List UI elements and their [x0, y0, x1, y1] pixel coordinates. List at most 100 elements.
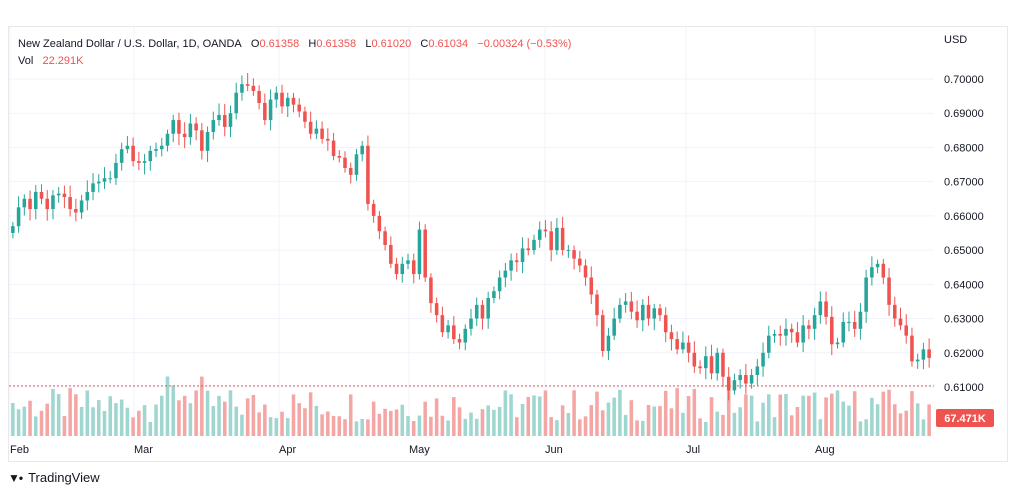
candle-body: [85, 191, 90, 201]
candle-body: [417, 229, 422, 275]
candle-body: [767, 335, 771, 353]
volume-bar: [893, 404, 897, 436]
candle-body: [812, 315, 817, 329]
volume-bar: [572, 390, 576, 436]
candle-body: [452, 325, 456, 340]
candle-body: [119, 149, 124, 163]
volume-bar: [28, 400, 32, 436]
volume-bar: [921, 419, 926, 436]
candle-body: [320, 128, 324, 139]
candle-body: [824, 301, 828, 317]
candle-body: [772, 333, 777, 336]
time-axis[interactable]: Feb Mar Apr May Jun Jul Aug: [10, 444, 835, 456]
volume-bar: [669, 408, 674, 436]
volume-bar: [852, 391, 857, 436]
volume-bar: [91, 407, 95, 436]
candle-body: [497, 277, 502, 292]
candle-body: [234, 92, 238, 114]
candle-body: [761, 352, 765, 367]
chart-legend: New Zealand Dollar / U.S. Dollar, 1D, OA…: [18, 36, 571, 70]
candle-body: [406, 260, 410, 264]
candle-body: [738, 375, 742, 381]
candle-body: [600, 315, 605, 352]
volume-bar: [772, 417, 777, 436]
candle-body: [486, 298, 490, 319]
candle-body: [159, 145, 164, 150]
volume-bar: [182, 395, 187, 436]
candle-body: [308, 121, 313, 134]
candle-body: [566, 250, 571, 252]
candle-body: [45, 198, 49, 210]
volume-bar: [646, 405, 651, 436]
candle-body: [480, 304, 485, 319]
candle-body: [314, 128, 319, 134]
volume-bar: [102, 411, 107, 436]
volume-bar: [595, 391, 599, 436]
volume-bar: [858, 421, 863, 436]
candle-body: [881, 263, 886, 278]
volume-bar: [721, 414, 725, 436]
candle-body: [165, 133, 170, 146]
tradingview-branding[interactable]: ▼• TradingView: [8, 470, 100, 485]
volume-bar: [543, 390, 548, 436]
volume-bar: [904, 410, 909, 436]
candle-body: [217, 114, 221, 121]
candle-body: [245, 84, 250, 86]
volume-bar: [503, 390, 508, 436]
volume-bar: [469, 412, 473, 436]
candle-body: [268, 99, 273, 121]
price-axis[interactable]: 0.70000 0.69000 0.68000 0.67000 0.66000 0.650…: [944, 74, 984, 394]
volume-bar: [537, 396, 542, 436]
volume-bar: [898, 413, 903, 436]
candle-body: [22, 198, 27, 208]
candle-body: [285, 97, 290, 107]
volume-bar: [423, 401, 427, 436]
volume-bar: [864, 419, 868, 436]
volume-bar: [280, 411, 284, 436]
candle-body: [520, 248, 525, 263]
chart-pane[interactable]: [8, 26, 1008, 462]
candle-body: [755, 366, 760, 376]
volume-bar: [698, 418, 702, 436]
price-tick-label: 0.68000: [944, 142, 984, 154]
candle-body: [887, 277, 891, 305]
volume-bar: [715, 411, 720, 436]
candle-body: [904, 325, 909, 336]
candle-body: [343, 157, 347, 168]
volume-bar: [125, 407, 130, 436]
volume-bar: [217, 395, 221, 436]
candle-body: [784, 328, 788, 336]
candle-body: [366, 145, 370, 204]
volume-bar: [457, 407, 462, 436]
candle-body: [835, 342, 840, 345]
candle-body: [360, 145, 364, 155]
volume-bar: [114, 403, 118, 436]
candle-body: [606, 335, 611, 352]
candle-body: [291, 97, 296, 105]
candle-body: [96, 181, 101, 184]
symbol-title[interactable]: New Zealand Dollar / U.S. Dollar, 1D, OA…: [18, 38, 242, 50]
volume-bar: [784, 393, 788, 436]
candle-body: [400, 263, 405, 275]
candle-body: [652, 308, 657, 319]
high-label: H: [308, 38, 317, 50]
candle-body: [830, 316, 834, 345]
candle-body: [532, 239, 536, 251]
candle-body: [807, 325, 811, 329]
candle-body: [211, 120, 216, 133]
volume-bar: [188, 403, 193, 436]
volume-bar: [257, 412, 261, 436]
volume-bar: [417, 415, 422, 436]
volume-bar: [623, 414, 628, 436]
candle-body: [663, 315, 668, 333]
candle-body: [91, 183, 95, 192]
volume-bar: [807, 395, 811, 436]
open-value: 0.61358: [259, 38, 300, 50]
volume-bar: [171, 385, 175, 436]
volume-bar: [497, 406, 502, 436]
price-tick-label: 0.66000: [944, 211, 984, 223]
volume-bar: [583, 416, 588, 436]
volume-bar: [308, 392, 313, 436]
volume-bar: [142, 405, 147, 436]
